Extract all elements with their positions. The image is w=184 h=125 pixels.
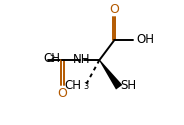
Text: CH: CH <box>65 80 82 92</box>
Text: CH: CH <box>43 52 60 65</box>
Text: 3: 3 <box>49 55 55 64</box>
Text: O: O <box>57 87 67 100</box>
Polygon shape <box>99 60 122 90</box>
Text: O: O <box>109 3 119 16</box>
Text: SH: SH <box>120 80 136 92</box>
Text: NH: NH <box>73 53 90 66</box>
Text: OH: OH <box>137 33 155 46</box>
Text: 3: 3 <box>83 82 89 91</box>
